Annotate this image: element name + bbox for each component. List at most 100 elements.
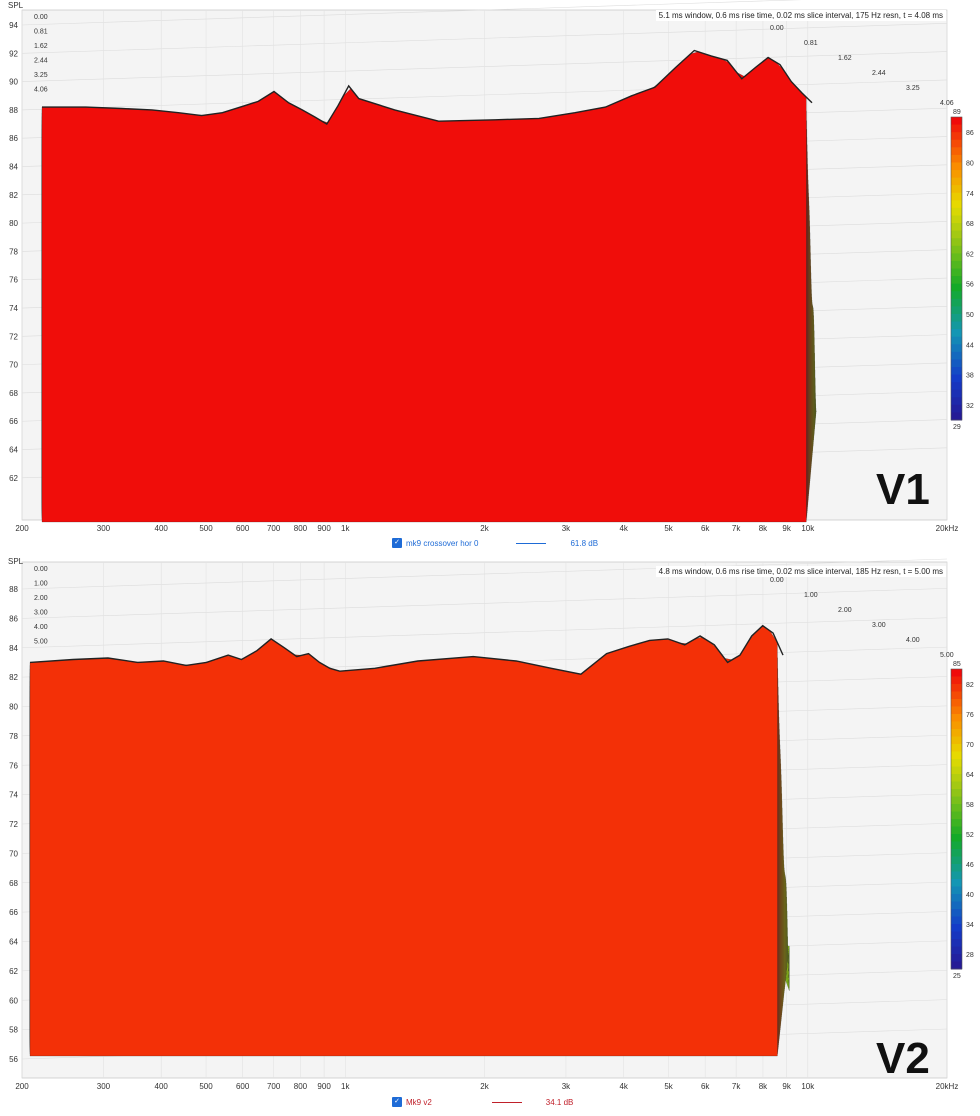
- time-tick-label: 4.00: [34, 624, 48, 631]
- colorbar-segment: [951, 253, 962, 262]
- x-tick-label: 5k: [664, 1082, 673, 1091]
- colorbar-segment: [951, 382, 962, 391]
- colorbar-tick-label: 76: [966, 712, 974, 719]
- y-tick-label: 76: [9, 761, 18, 770]
- colorbar-segment: [951, 291, 962, 300]
- colorbar-segment: [951, 856, 962, 865]
- time-tick-label: 3.00: [34, 610, 48, 617]
- x-tick-label: 8k: [759, 524, 768, 533]
- y-tick-label: 88: [9, 106, 18, 115]
- y-tick-label: 74: [9, 791, 18, 800]
- colorbar-segment: [951, 230, 962, 239]
- y-tick-label: 76: [9, 276, 18, 285]
- colorbar-segment: [951, 139, 962, 148]
- x-tick-label: 700: [267, 524, 281, 533]
- time-tick-label: 1.00: [34, 581, 48, 588]
- colorbar-segment: [951, 849, 962, 857]
- colorbar-tick-label: 46: [966, 862, 974, 869]
- colorbar-tick-label: 74: [966, 191, 974, 198]
- colorbar-segment: [951, 751, 962, 760]
- colorbar-segment: [951, 359, 962, 368]
- y-tick-label: 88: [9, 585, 18, 594]
- x-tick-label: 4k: [619, 524, 628, 533]
- legend-entry[interactable]: ✓ mk9 crossover hor 0 61.8 dB: [392, 538, 598, 548]
- colorbar-tick-label: 50: [966, 312, 974, 319]
- y-tick-label: 64: [9, 938, 18, 947]
- colorbar-tick-label: 44: [966, 342, 974, 349]
- x-tick-label: 5k: [664, 524, 673, 533]
- time-tick-label: 1.62: [838, 55, 852, 62]
- colorbar-tick-label: 64: [966, 772, 974, 779]
- colorbar-tick-label: 82: [966, 682, 974, 689]
- x-tick-label: 800: [294, 524, 308, 533]
- y-axis-label: SPL: [8, 557, 24, 566]
- colorbar-segment: [951, 901, 962, 910]
- front-slice-curve: [42, 49, 813, 126]
- colorbar-segment: [951, 886, 962, 895]
- x-tick-label: 600: [236, 1082, 250, 1091]
- y-tick-label: 58: [9, 1026, 18, 1035]
- x-tick-label: 6k: [701, 1082, 710, 1091]
- colorbar-segment: [951, 124, 962, 133]
- colorbar-segment: [951, 714, 962, 722]
- colorbar-segment: [951, 336, 962, 345]
- time-tick-label: 0.00: [34, 14, 48, 21]
- colorbar-segment: [951, 389, 962, 398]
- x-tick-label: 4k: [619, 1082, 628, 1091]
- y-tick-label: 70: [9, 361, 18, 370]
- colorbar-segment: [951, 154, 962, 163]
- colorbar-segment: [951, 185, 962, 194]
- y-tick-label: 86: [9, 614, 18, 623]
- x-tick-label: 3k: [562, 524, 571, 533]
- legend-name: mk9 crossover hor 0: [406, 538, 479, 548]
- legend-checkbox[interactable]: ✓: [392, 538, 402, 548]
- colorbar-segment: [951, 412, 962, 421]
- x-tick-label: 600: [236, 524, 250, 533]
- colorbar-tick-label: 80: [966, 160, 974, 167]
- x-tick-label: 700: [267, 1082, 281, 1091]
- time-tick-label: 1.62: [34, 43, 48, 50]
- colorbar-segment: [951, 268, 962, 277]
- x-tick-label: 1k: [341, 1082, 350, 1091]
- measurement-parameters: 4.8 ms window, 0.6 ms rise time, 0.02 ms…: [655, 566, 946, 577]
- colorbar-tick-label: 52: [966, 832, 974, 839]
- colorbar-segment: [951, 245, 962, 254]
- colorbar-segment: [951, 796, 962, 805]
- y-tick-label: 68: [9, 879, 18, 888]
- colorbar-tick-label: 62: [966, 251, 974, 258]
- colorbar-tick-label: 58: [966, 802, 974, 809]
- y-tick-label: 78: [9, 732, 18, 741]
- legend-value: 34.1 dB: [545, 1097, 574, 1107]
- time-tick-label: 0.81: [804, 40, 818, 47]
- legend-checkbox[interactable]: ✓: [392, 1097, 402, 1107]
- time-tick-label: 4.00: [906, 637, 920, 644]
- legend-entry[interactable]: ✓ Mk9 v2 34.1 dB: [392, 1097, 573, 1107]
- x-tick-label: 2k: [480, 524, 489, 533]
- time-tick-label: 0.81: [34, 29, 48, 36]
- y-tick-label: 90: [9, 78, 18, 87]
- colorbar-segment: [951, 931, 962, 940]
- colorbar-segment: [951, 147, 962, 156]
- colorbar-segment: [951, 721, 962, 730]
- y-tick-label: 80: [9, 703, 18, 712]
- colorbar-segment: [951, 366, 962, 376]
- colorbar-segment: [951, 789, 962, 797]
- colorbar-segment: [951, 729, 962, 737]
- x-tick-label: 200: [15, 1082, 29, 1091]
- time-tick-label: 4.06: [940, 100, 954, 107]
- colorbar-segment: [951, 691, 962, 700]
- y-tick-label: 80: [9, 219, 18, 228]
- x-tick-label: 300: [97, 524, 111, 533]
- y-tick-label: 56: [9, 1055, 18, 1064]
- x-tick-label: 500: [199, 1082, 213, 1091]
- waterfall-panel-v1: 94 92 90 88 86 84 82 80 78 76 74 72 70 68 66 64 62 200 300…: [0, 0, 980, 556]
- time-tick-label: 2.00: [34, 595, 48, 602]
- x-tick-label: 9k: [782, 1082, 791, 1091]
- x-tick-label: 1k: [341, 524, 350, 533]
- colorbar-segment: [951, 676, 962, 685]
- x-tick-label: 20kHz: [936, 1082, 959, 1091]
- y-tick-label: 62: [9, 967, 18, 976]
- colorbar-tick-label: 68: [966, 221, 974, 228]
- colorbar-tick-label: 34: [966, 922, 974, 929]
- colorbar-segment: [951, 397, 962, 406]
